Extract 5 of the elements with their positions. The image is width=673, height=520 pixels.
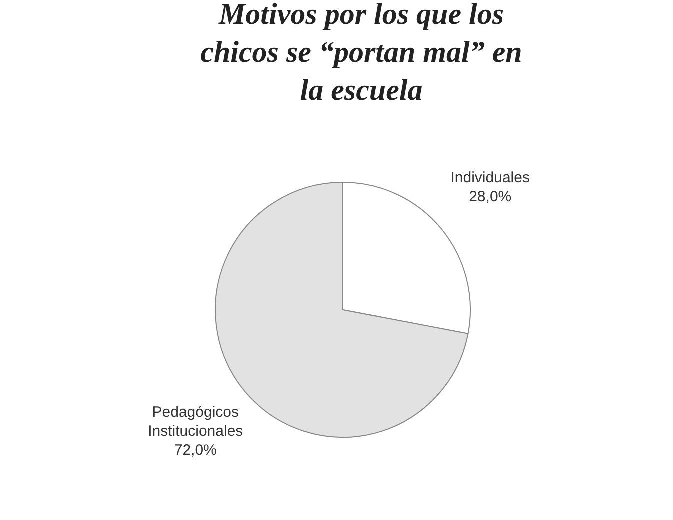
slice-label: Pedagógicos Institucionales bbox=[148, 404, 244, 440]
data-label: 72,0% bbox=[174, 442, 217, 460]
chart-title: Motivos por los que los chicos se “portan mal” en la escuela bbox=[200, 0, 524, 109]
slice-label: Individuales bbox=[450, 170, 530, 187]
data-label: 28,0% bbox=[469, 188, 512, 206]
